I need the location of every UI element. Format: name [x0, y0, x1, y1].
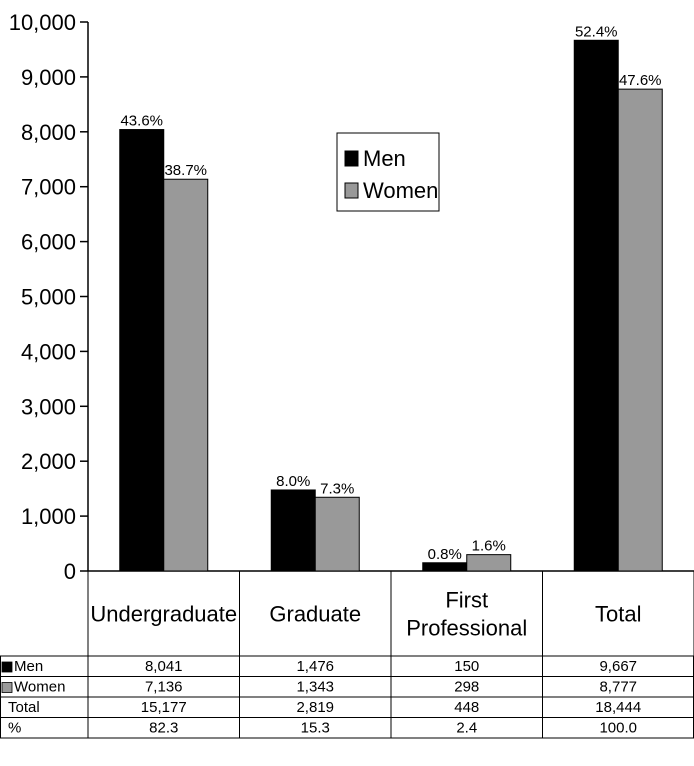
y-tick-label: 1,000: [21, 504, 76, 529]
y-tick-label: 10,000: [9, 10, 76, 35]
table-cell-women-graduate: 1,343: [296, 679, 334, 696]
data-label-women-first-professional: 1.6%: [472, 538, 506, 555]
data-label-women-undergraduate: 38.7%: [164, 162, 207, 179]
table-cell-total-first-professional: 448: [454, 699, 479, 716]
table-row-label-women: Women: [14, 679, 65, 696]
table-row-label-total: Total: [8, 699, 40, 716]
data-label-women-total: 47.6%: [619, 72, 662, 89]
bar-men-total: [573, 39, 619, 572]
bar-women-graduate: [314, 496, 360, 572]
y-tick-label: 9,000: [21, 65, 76, 90]
legend: Men Women: [336, 132, 440, 212]
category-label-total: Total: [595, 602, 641, 627]
data-label-men-total: 52.4%: [575, 23, 618, 40]
y-axis: 0 1,000 2,000 3,000 4,000 5,000 6,000 7,000 8,00…: [9, 10, 89, 584]
y-tick-label: 6,000: [21, 230, 76, 255]
data-label-men-graduate: 8.0%: [276, 473, 310, 490]
table-cell-women-first-professional: 298: [454, 679, 479, 696]
table-cell-total-graduate: 2,819: [296, 699, 334, 716]
table-cell-men-first-professional: 150: [454, 658, 479, 675]
legend-label-women: Women: [363, 178, 438, 203]
table-cell--undergraduate: 82.3: [149, 720, 178, 737]
bars: [119, 39, 663, 572]
category-label-first-professional: First: [445, 588, 488, 613]
table-row-label-: %: [8, 720, 21, 737]
table-cell-women-total: 8,777: [599, 679, 637, 696]
category-label-graduate: Graduate: [269, 602, 361, 627]
bar-women-first-professional: [466, 554, 512, 572]
category-label-undergraduate: Undergraduate: [90, 602, 237, 627]
bar-men-undergraduate: [119, 129, 165, 572]
bar-women-total: [617, 88, 663, 572]
data-label-men-first-professional: 0.8%: [428, 546, 462, 563]
table-cell-total-total: 18,444: [595, 699, 641, 716]
table-swatch-men: [1, 661, 13, 673]
y-tick-label: 7,000: [21, 175, 76, 200]
legend-swatch-men: [344, 150, 359, 167]
table-row-label-men: Men: [14, 658, 43, 675]
y-tick-label: 3,000: [21, 394, 76, 419]
table-cell-total-undergraduate: 15,177: [141, 699, 187, 716]
table-swatch-women: [1, 682, 13, 693]
bar-women-undergraduate: [163, 178, 209, 572]
legend-label-men: Men: [363, 146, 406, 171]
y-tick-label: 4,000: [21, 339, 76, 364]
bar-men-first-professional: [422, 562, 468, 572]
table-cell-men-graduate: 1,476: [296, 658, 334, 675]
legend-swatch-women: [344, 182, 359, 199]
data-table: Men 8,041 1,476 150 9,667 Women 7,136 1,343 298 8…: [0, 655, 694, 739]
bar-men-graduate: [270, 489, 316, 572]
category-labels: Undergraduate Graduate First Professional To…: [87, 571, 694, 656]
table-cell--total: 100.0: [599, 720, 637, 737]
data-label-men-undergraduate: 43.6%: [120, 113, 163, 130]
data-labels: 43.6% 38.7% 8.0% 7.3% 0.8% 1.6% 52.4% 47.6%: [120, 23, 661, 562]
table-cell-women-undergraduate: 7,136: [145, 679, 183, 696]
y-tick-label: 8,000: [21, 120, 76, 145]
data-label-women-graduate: 7.3%: [320, 480, 354, 497]
y-tick-label: 5,000: [21, 285, 76, 310]
table-cell--graduate: 15.3: [301, 720, 330, 737]
y-tick-label: 0: [64, 559, 76, 584]
table-cell-men-undergraduate: 8,041: [145, 658, 183, 675]
table-cell-men-total: 9,667: [599, 658, 637, 675]
table-cell--first-professional: 2.4: [456, 720, 477, 737]
category-label-first-professional: Professional: [406, 616, 527, 641]
y-tick-label: 2,000: [21, 449, 76, 474]
